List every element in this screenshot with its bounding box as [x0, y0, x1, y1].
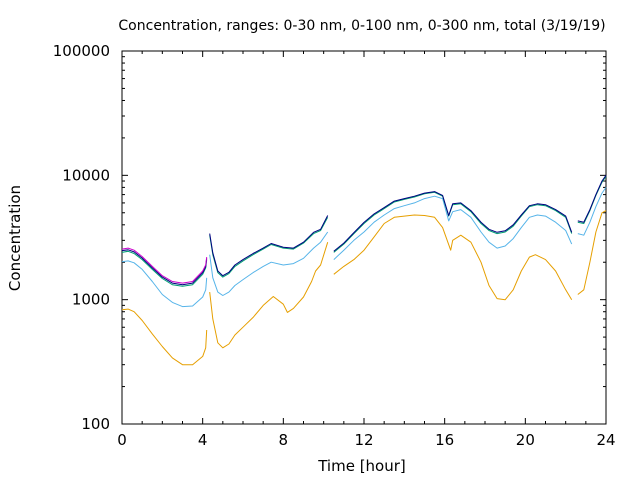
- series-4-line: [577, 175, 607, 223]
- series-1-line: [577, 210, 607, 295]
- series-layer: [121, 175, 607, 366]
- x-tick-label: 24: [596, 431, 615, 449]
- series-3-line: [209, 217, 329, 278]
- chart-title: Concentration, ranges: 0-30 nm, 0-100 nm…: [118, 18, 605, 34]
- series-3-line: [333, 191, 573, 253]
- x-tick-label: 16: [435, 431, 454, 449]
- y-tick-label: 100000: [53, 42, 110, 60]
- x-tick-label: 12: [354, 431, 373, 449]
- series-2-line: [121, 260, 208, 308]
- x-tick-label: 20: [516, 431, 535, 449]
- series-5-line: [121, 247, 208, 284]
- y-axis-label: Concentration: [6, 185, 24, 291]
- series-1-line: [333, 214, 573, 301]
- series-2-line: [577, 187, 607, 236]
- y-tick-label: 100: [81, 415, 110, 433]
- y-tick-label: 10000: [62, 166, 110, 184]
- series-1-line: [209, 242, 329, 349]
- series-4-line: [209, 215, 329, 277]
- x-axis-label: Time [hour]: [317, 457, 406, 475]
- series-3-line: [121, 250, 208, 287]
- axis-ticks: [121, 50, 607, 425]
- series-2-line: [209, 231, 329, 296]
- series-4-line: [333, 191, 573, 252]
- plot-frame: [121, 50, 607, 425]
- x-tick-label: 0: [117, 431, 127, 449]
- x-tick-label: 8: [279, 431, 289, 449]
- series-1-line: [121, 308, 208, 366]
- series-4-line: [121, 249, 208, 286]
- axis-tick-labels: 0 4 8 12 16 20 24 100 1000 10000 100000: [53, 42, 616, 449]
- x-tick-label: 4: [198, 431, 208, 449]
- series-2-line: [333, 195, 573, 260]
- y-tick-label: 1000: [72, 291, 110, 309]
